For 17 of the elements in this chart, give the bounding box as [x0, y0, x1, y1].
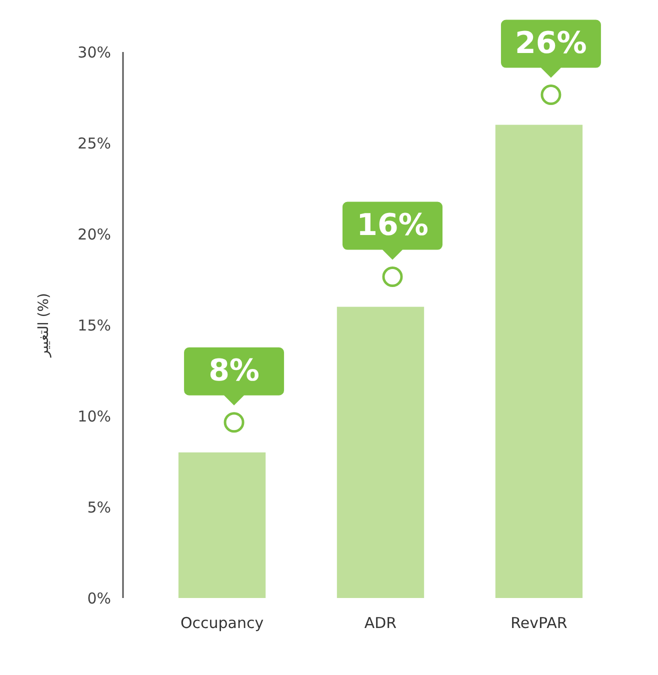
bar — [178, 452, 266, 598]
y-tick-label: 30% — [78, 43, 111, 62]
y-axis-title: التغيير (%) — [36, 293, 52, 358]
bar — [495, 124, 583, 598]
bar — [336, 306, 424, 598]
x-tick-label: Occupancy — [180, 614, 264, 632]
x-tick-label: RevPAR — [510, 614, 568, 632]
data-label: 8% — [208, 353, 260, 388]
data-label: 16% — [356, 208, 428, 243]
y-tick-label: 5% — [87, 498, 111, 516]
y-tick-label: 15% — [78, 316, 111, 334]
y-tick-label: 0% — [87, 589, 111, 608]
data-label: 26% — [515, 26, 587, 61]
y-tick-label: 25% — [78, 134, 111, 152]
x-tick-label: ADR — [364, 614, 397, 632]
y-tick-label: 10% — [78, 407, 111, 426]
y-tick-label: 20% — [78, 225, 111, 244]
